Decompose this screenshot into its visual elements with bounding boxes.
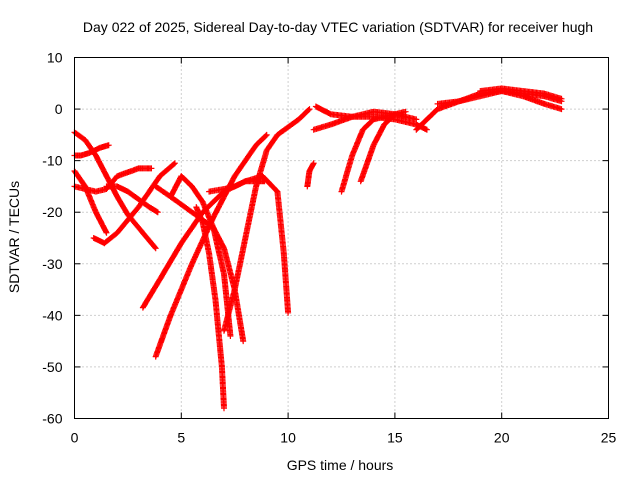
series-arc-6 (103, 183, 161, 216)
x-tick-label: 5 (177, 430, 185, 446)
data-point-markers (71, 142, 112, 159)
axis-ticks: 0 5 10 15 20 25 -60 -50 -40 -30 -20 -10 0 10 (42, 50, 616, 446)
series-arc-11 (193, 204, 227, 412)
x-tick-label: 25 (601, 430, 617, 446)
y-tick-label: -20 (42, 204, 62, 220)
series-arc-21 (477, 85, 565, 102)
series-arc-9 (152, 183, 247, 345)
y-tick-label: -10 (42, 153, 62, 169)
y-axis-label: SDTVAR / TECUs (6, 181, 22, 293)
series-arc-4 (71, 168, 110, 236)
x-tick-label: 0 (71, 430, 79, 446)
data-point-markers (71, 168, 110, 236)
series-arc-2 (71, 142, 112, 159)
x-tick-label: 15 (387, 430, 403, 446)
data-point-markers (304, 160, 317, 190)
y-tick-label: 10 (47, 50, 63, 66)
data-point-markers (221, 106, 313, 334)
series-arc-17 (338, 111, 420, 195)
series-arc-18 (357, 108, 409, 185)
y-tick-label: -60 (42, 411, 62, 427)
x-tick-label: 10 (280, 430, 296, 446)
plot-frame (74, 57, 609, 419)
data-series (71, 85, 565, 412)
chart-title: Day 022 of 2025, Sidereal Day-to-day VTE… (83, 19, 593, 35)
y-tick-label: 0 (55, 101, 63, 117)
x-axis-label: GPS time / hours (287, 457, 394, 473)
data-point-markers (338, 111, 420, 195)
y-tick-label: -50 (42, 359, 62, 375)
grid-lines (74, 57, 609, 419)
x-tick-label: 20 (494, 430, 510, 446)
data-point-markers (193, 204, 227, 412)
y-tick-label: -40 (42, 307, 62, 323)
data-point-markers (357, 108, 409, 185)
series-arc-13 (221, 106, 313, 334)
data-point-markers (152, 183, 247, 345)
data-point-markers (477, 85, 565, 102)
data-point-markers (103, 183, 161, 216)
series-arc-14 (304, 160, 317, 190)
y-tick-label: -30 (42, 256, 62, 272)
